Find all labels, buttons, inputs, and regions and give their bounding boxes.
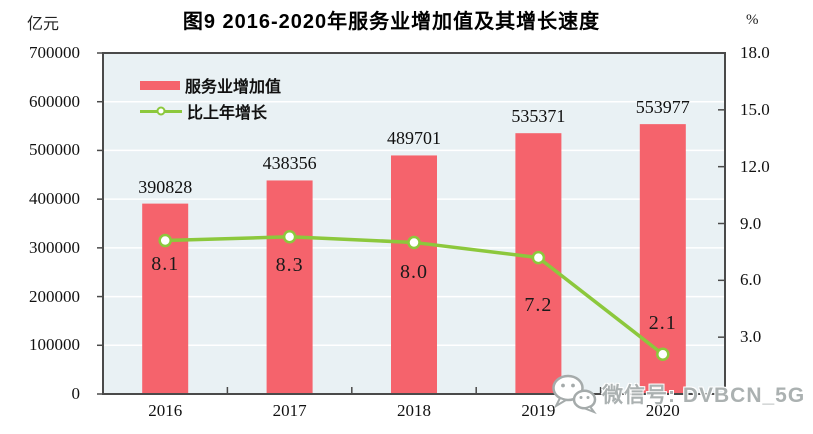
watermark-text: 微信号: DVBCN_5G xyxy=(602,384,806,407)
growth-marker-2017 xyxy=(282,230,297,244)
legend-label-bar: 服务业增加值 xyxy=(185,79,282,96)
plot-frame xyxy=(102,52,726,395)
growth-marker-2018 xyxy=(407,235,421,250)
bar-2018 xyxy=(391,155,437,394)
legend-item-bar: 服务业增加值 xyxy=(140,72,281,98)
line-swatch-marker xyxy=(156,106,166,116)
legend-item-line: 比上年增长 xyxy=(140,98,281,124)
bar-2017 xyxy=(266,180,313,394)
chart-title: 图9 2016-2020年服务业增加值及其增长速度 xyxy=(182,11,601,33)
chart-legend: 服务业增加值 比上年增长 xyxy=(140,72,281,124)
bar-swatch-icon xyxy=(140,80,180,90)
legend-label-line: 比上年增长 xyxy=(187,105,268,122)
growth-marker-2020 xyxy=(656,347,670,361)
bar-2016 xyxy=(142,203,189,394)
growth-marker-2016 xyxy=(158,233,172,248)
line-swatch-icon xyxy=(140,106,182,116)
left-axis-unit: 亿元 xyxy=(27,16,60,33)
right-axis-unit: % xyxy=(746,12,759,28)
watermark: 微信号: DVBCN_5G xyxy=(550,372,805,416)
wechat-icon xyxy=(552,374,597,415)
growth-marker-2019 xyxy=(531,250,546,265)
